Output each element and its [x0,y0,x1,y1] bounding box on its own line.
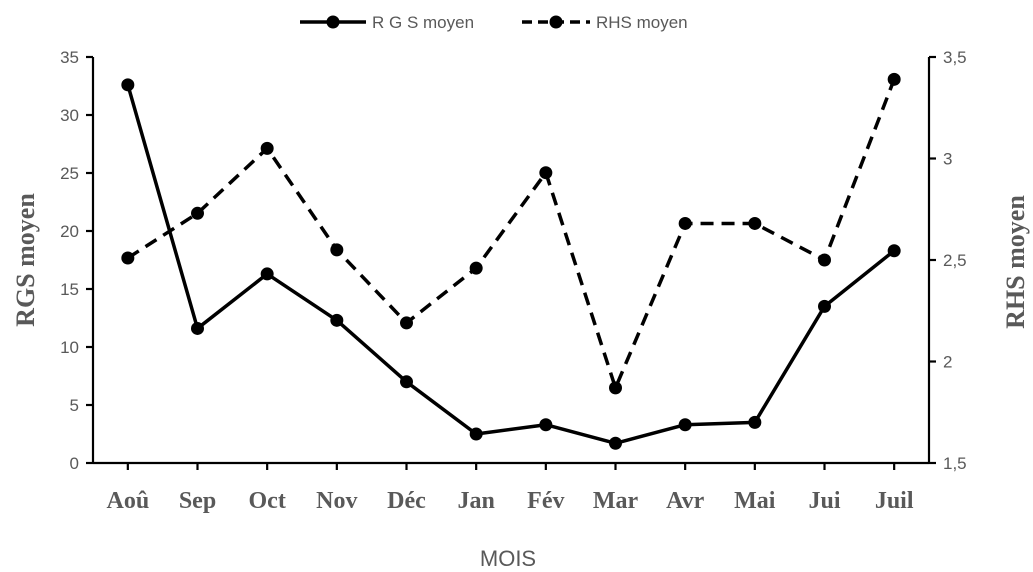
data-point [469,427,483,441]
data-point [678,216,692,230]
y-tick-label: 20 [60,222,79,241]
x-tick-label: Aoû [106,488,149,514]
y2-axis-title: RHS moyen [1001,195,1030,329]
x-tick-label: Jui [808,488,840,514]
legend-item: RHS moyen [522,13,688,32]
legend-label: R G S moyen [372,13,474,32]
x-tick-label: Sep [179,488,216,514]
data-point [400,316,413,330]
x-tick-label: Mar [593,488,639,514]
y-tick-label: 15 [60,280,79,299]
y2-tick-label: 2 [943,353,952,372]
x-tick-label: Mai [734,488,776,514]
legend-marker [549,15,563,29]
data-point [121,78,135,92]
data-point [191,206,204,220]
y-tick-label: 0 [70,454,79,473]
data-point [260,141,274,155]
data-point [330,243,344,257]
y-axis-title: RGS moyen [11,193,40,327]
x-tick-label: Déc [387,488,426,514]
data-point [748,216,762,230]
data-point [887,244,901,258]
x-tick-label: Fév [527,488,564,514]
legend: R G S moyen RHS moyen [300,13,688,32]
data-point [539,418,553,432]
series-layer [121,72,901,450]
y-tick-label: 10 [60,338,79,357]
axes: 0 5 10 15 20 25 30 35 1,5 2 2,5 3 3,5 Aoû Sep Oct Nov Déc… [60,48,967,514]
y2-tick-label: 3 [943,150,952,169]
y-tick-label: 30 [60,106,79,125]
x-tick-label: Avr [666,488,705,514]
y-tick-label: 25 [60,164,79,183]
x-axis-title: MOIS [480,546,536,571]
data-point [609,436,622,450]
data-point [818,253,831,267]
y-tick-label: 5 [70,396,79,415]
data-point [121,251,135,265]
series-line [126,84,896,446]
x-tick-label: Nov [316,488,357,514]
data-point [887,72,901,86]
data-point [609,381,622,395]
x-tick-label: Jan [457,488,494,514]
y-tick-label: 35 [60,48,79,67]
x-tick-label: Juil [875,488,914,514]
data-point [469,261,483,275]
y2-tick-label: 1,5 [943,454,967,473]
data-point [539,166,553,180]
data-point [191,321,204,335]
series-2 [121,72,901,395]
series-line [126,78,896,390]
y2-tick-label: 2,5 [943,251,967,270]
series-1 [121,78,901,450]
data-point [260,267,274,281]
legend-marker [326,15,340,29]
data-point [748,415,762,429]
legend-item: R G S moyen [300,13,474,32]
y2-tick-label: 3,5 [943,48,967,67]
data-point [330,313,344,327]
legend-label: RHS moyen [596,13,688,32]
data-point [818,299,831,313]
data-point [678,418,692,432]
x-tick-label: Oct [249,488,286,514]
data-point [400,375,413,389]
